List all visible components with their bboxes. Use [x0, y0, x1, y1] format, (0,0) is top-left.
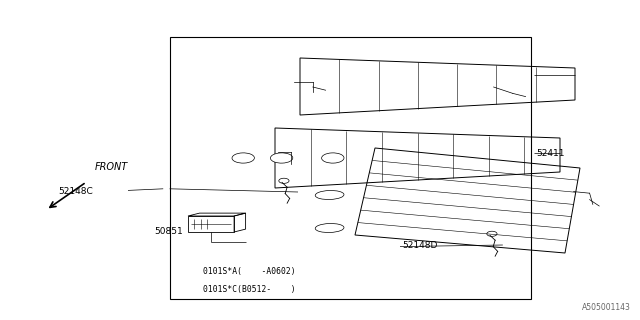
Text: A505001143: A505001143 [582, 303, 630, 312]
Text: 52148D: 52148D [402, 241, 437, 250]
Ellipse shape [322, 153, 344, 163]
Ellipse shape [316, 223, 344, 233]
Ellipse shape [316, 190, 344, 199]
Ellipse shape [271, 153, 292, 163]
Text: 0101S*A(    -A0602): 0101S*A( -A0602) [204, 267, 296, 276]
Bar [170, 37, 531, 299]
Text: 52148C: 52148C [58, 188, 93, 196]
Ellipse shape [232, 153, 254, 163]
Text: 52411: 52411 [536, 148, 565, 157]
Text: 50851: 50851 [154, 228, 183, 236]
Text: FRONT: FRONT [95, 162, 128, 172]
Text: 0101S*C(B0512-    ): 0101S*C(B0512- ) [204, 284, 296, 294]
